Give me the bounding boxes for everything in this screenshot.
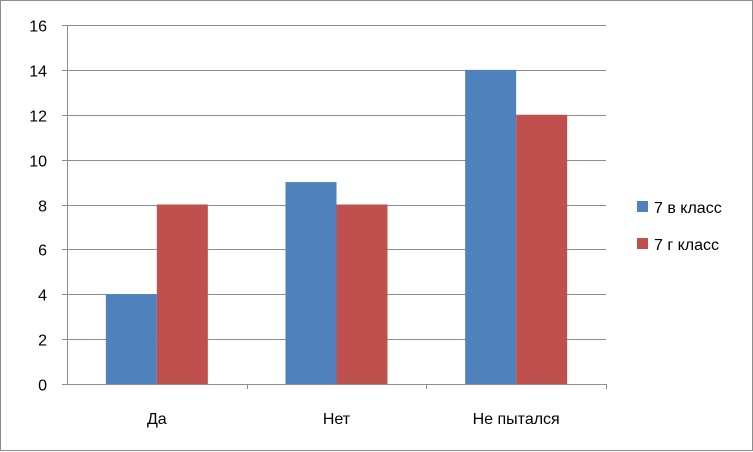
y-tick-label: 4 — [38, 288, 47, 305]
x-category-label: Да — [147, 411, 167, 428]
legend: 7 в класс 7 г класс — [637, 200, 722, 254]
y-tick-label: 8 — [38, 199, 47, 216]
axes — [62, 25, 607, 389]
y-tick-label: 14 — [29, 64, 47, 81]
x-category-label: Нет — [323, 411, 351, 428]
bar-series-1-0 — [105, 294, 157, 384]
legend-label: 7 в класс — [654, 200, 722, 217]
x-category-labels: Да Нет Не пытался — [147, 411, 560, 428]
y-tick-label: 6 — [38, 243, 47, 260]
y-tick-labels: 0 2 4 6 8 10 12 14 16 — [29, 19, 47, 395]
bars — [105, 69, 568, 384]
bar-series-2-1 — [336, 204, 388, 384]
y-tick-label: 0 — [38, 378, 47, 395]
bar-series-2-0 — [156, 204, 208, 384]
x-category-label: Не пытался — [473, 411, 560, 428]
legend-swatch — [637, 238, 648, 249]
y-tick-label: 2 — [38, 333, 47, 350]
y-tick-label: 16 — [29, 19, 47, 36]
bar-series-1-2 — [465, 69, 517, 384]
y-tick-label: 10 — [29, 154, 47, 171]
bar-series-2-2 — [516, 114, 568, 384]
legend-label: 7 г класс — [654, 237, 719, 254]
y-tick-label: 12 — [29, 109, 47, 126]
bar-series-1-1 — [285, 182, 337, 384]
legend-swatch — [637, 201, 648, 212]
